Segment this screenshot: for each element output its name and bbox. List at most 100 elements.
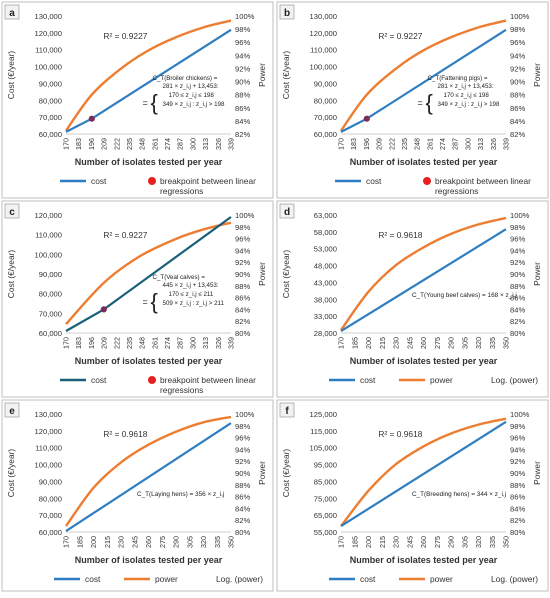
panel-border xyxy=(276,399,549,592)
panel-border xyxy=(1,1,274,199)
x-tick-label: 274 xyxy=(438,138,447,150)
x-tick-label: 274 xyxy=(163,138,172,150)
y-right-tick-label: 98% xyxy=(510,25,525,34)
formula-brace: { xyxy=(151,289,158,314)
y-right-tick-label: 92% xyxy=(510,457,525,466)
y-left-tick-label: 115,000 xyxy=(310,427,337,436)
formula-line: C_T(Young beef calves) = 168 × z_i,j xyxy=(412,292,517,299)
legend-power-label: power xyxy=(430,574,453,584)
x-axis-title: Number of isolates tested per year xyxy=(75,157,223,167)
y-left-tick-label: 130,000 xyxy=(35,12,62,21)
legend-cost-label: cost xyxy=(360,375,376,385)
formula-equals: = xyxy=(143,98,148,108)
y-right-tick-label: 80% xyxy=(510,528,525,537)
formula-line: C_T(Fattening pigs) = xyxy=(428,75,488,82)
x-tick-label: 222 xyxy=(112,138,121,150)
y-right-tick-label: 80% xyxy=(510,329,525,338)
x-tick-label: 209 xyxy=(100,337,109,349)
y-left-tick-label: 120,000 xyxy=(35,29,62,38)
legend-breakpoint-label: breakpoint between linear xyxy=(160,375,256,385)
x-tick-label: 230 xyxy=(392,337,401,349)
legend-power-label: power xyxy=(155,574,178,584)
y-left-tick-label: 65,000 xyxy=(314,511,337,520)
y-left-tick-label: 130,000 xyxy=(35,410,62,419)
y-left-tick-label: 110,000 xyxy=(35,46,62,55)
breakpoint-marker xyxy=(88,115,95,122)
y-right-tick-label: 94% xyxy=(235,51,250,60)
y-right-tick-label: 82% xyxy=(510,317,525,326)
y-left-tick-label: 100,000 xyxy=(35,461,62,470)
x-tick-label: 170 xyxy=(62,138,71,150)
y-left-tick-label: 120,000 xyxy=(310,29,337,38)
y-left-tick-label: 70,000 xyxy=(39,511,62,520)
y-left-tick-label: 100,000 xyxy=(35,63,62,72)
x-tick-label: 290 xyxy=(447,337,456,349)
x-tick-label: 170 xyxy=(337,536,346,548)
panel-letter: a xyxy=(9,8,15,19)
x-axis-title: Number of isolates tested per year xyxy=(350,157,498,167)
y-right-tick-label: 100% xyxy=(510,12,530,21)
y-right-axis-title: Power xyxy=(532,461,542,485)
y-right-tick-label: 90% xyxy=(510,270,525,279)
x-axis-title: Number of isolates tested per year xyxy=(350,555,498,565)
x-tick-label: 287 xyxy=(176,337,185,349)
panel-letter-box xyxy=(279,203,295,219)
y-left-tick-label: 80,000 xyxy=(39,96,62,105)
formula-line: 349 × z_i,j : z_i,j > 198 xyxy=(438,101,500,108)
y-right-tick-label: 82% xyxy=(235,317,250,326)
x-tick-label: 245 xyxy=(405,337,414,349)
formula-line: 281 × z_i,j + 13,453: xyxy=(163,83,219,90)
legend-cost-label: cost xyxy=(91,176,107,186)
y-right-tick-label: 82% xyxy=(235,130,250,139)
legend-cost-label: cost xyxy=(360,574,376,584)
y-right-tick-label: 86% xyxy=(235,493,250,502)
y-right-tick-label: 82% xyxy=(235,516,250,525)
x-tick-label: 222 xyxy=(112,337,121,349)
y-right-tick-label: 92% xyxy=(510,258,525,267)
r-squared-label: R² = 0.9618 xyxy=(103,429,147,439)
y-right-tick-label: 94% xyxy=(510,246,525,255)
y-right-tick-label: 98% xyxy=(235,25,250,34)
x-tick-label: 339 xyxy=(502,138,511,150)
x-tick-label: 248 xyxy=(138,138,147,150)
y-left-tick-label: 80,000 xyxy=(39,494,62,503)
legend-power-label: power xyxy=(430,375,453,385)
y-left-tick-label: 60,000 xyxy=(314,130,337,139)
x-tick-label: 326 xyxy=(214,337,223,349)
y-right-tick-label: 88% xyxy=(235,282,250,291)
x-tick-label: 170 xyxy=(62,536,71,548)
legend-breakpoint-swatch xyxy=(148,376,156,384)
y-left-tick-label: 90,000 xyxy=(39,79,62,88)
y-left-tick-label: 100,000 xyxy=(35,250,62,259)
formula-equals: = xyxy=(143,297,148,307)
y-right-tick-label: 90% xyxy=(235,270,250,279)
y-right-tick-label: 98% xyxy=(235,422,250,431)
x-tick-label: 222 xyxy=(387,138,396,150)
legend-cost-label: cost xyxy=(85,574,101,584)
y-right-axis-title: Power xyxy=(257,461,267,485)
y-right-tick-label: 80% xyxy=(235,329,250,338)
y-right-tick-label: 96% xyxy=(235,38,250,47)
y-right-tick-label: 100% xyxy=(510,211,530,220)
x-tick-label: 260 xyxy=(419,536,428,548)
x-tick-label: 196 xyxy=(362,138,371,150)
y-left-tick-label: 70,000 xyxy=(39,309,62,318)
formula-line: 170 ≤ z_i,j ≤ 211 xyxy=(169,291,214,298)
formula-line: 509 × z_i,j : z_i,j > 211 xyxy=(163,300,225,307)
y-right-tick-label: 98% xyxy=(235,223,250,232)
x-tick-label: 183 xyxy=(74,138,83,150)
y-left-tick-label: 110,000 xyxy=(35,231,62,240)
x-axis-title: Number of isolates tested per year xyxy=(75,555,223,565)
x-tick-label: 290 xyxy=(447,536,456,548)
power-curve xyxy=(65,221,232,325)
y-right-tick-label: 88% xyxy=(235,91,250,100)
x-tick-label: 313 xyxy=(476,138,485,150)
y-right-tick-label: 86% xyxy=(510,294,525,303)
x-tick-label: 320 xyxy=(199,536,208,548)
x-tick-label: 335 xyxy=(488,536,497,548)
panel-letter-box xyxy=(279,402,295,418)
y-left-tick-label: 110,000 xyxy=(310,46,337,55)
x-tick-label: 260 xyxy=(419,337,428,349)
x-tick-label: 261 xyxy=(150,337,159,349)
y-left-tick-label: 28,000 xyxy=(314,329,337,338)
